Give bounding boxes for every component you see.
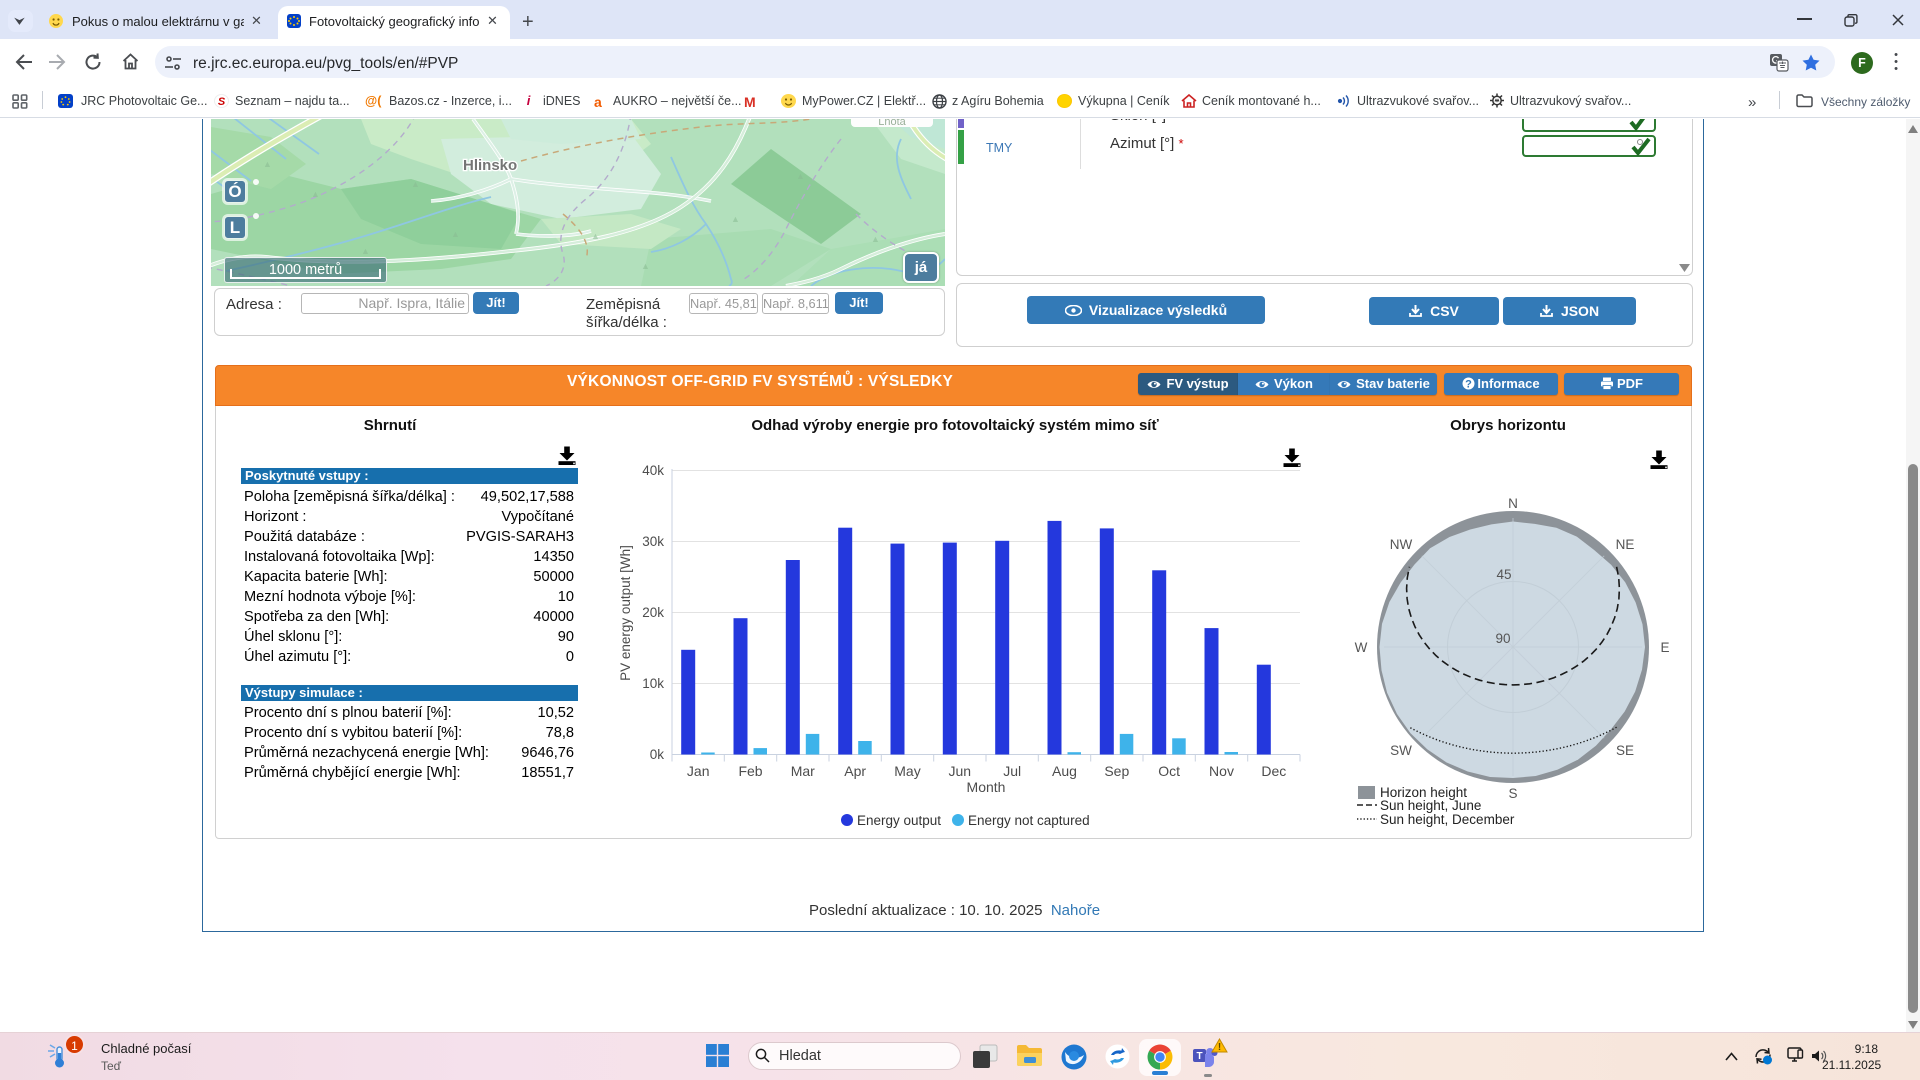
svg-text:10k: 10k bbox=[642, 676, 664, 691]
svg-text:45: 45 bbox=[1496, 567, 1511, 582]
svg-text:Dec: Dec bbox=[1261, 763, 1286, 779]
svg-text:Aug: Aug bbox=[1052, 763, 1077, 779]
svg-text:Jan: Jan bbox=[687, 763, 710, 779]
svg-text:May: May bbox=[894, 763, 920, 779]
svg-text:SE: SE bbox=[1616, 743, 1634, 758]
svg-text:▲: ▲ bbox=[451, 229, 460, 239]
svg-text:Oct: Oct bbox=[1158, 763, 1180, 779]
svg-text:Horizon height: Horizon height bbox=[1380, 785, 1467, 800]
svg-text:▲: ▲ bbox=[641, 261, 650, 271]
svg-text:▲: ▲ bbox=[311, 189, 320, 199]
svg-text:Jun: Jun bbox=[949, 763, 972, 779]
svg-text:▲: ▲ bbox=[263, 159, 272, 169]
svg-text:Mar: Mar bbox=[791, 763, 815, 779]
svg-text:30k: 30k bbox=[642, 534, 664, 549]
svg-text:▲: ▲ bbox=[591, 231, 600, 241]
svg-text:Sun height, December: Sun height, December bbox=[1380, 812, 1515, 827]
svg-text:Nov: Nov bbox=[1209, 763, 1234, 779]
svg-text:Apr: Apr bbox=[844, 763, 866, 779]
svg-text:▲: ▲ bbox=[796, 171, 805, 181]
svg-text:SW: SW bbox=[1390, 743, 1412, 758]
svg-text:Hlinsko: Hlinsko bbox=[463, 157, 517, 174]
svg-text:T: T bbox=[1196, 1051, 1202, 1062]
svg-text:Sun height, June: Sun height, June bbox=[1380, 798, 1481, 813]
svg-text:S: S bbox=[1508, 786, 1517, 801]
svg-text:90: 90 bbox=[1495, 631, 1510, 646]
svg-text:?: ? bbox=[1466, 378, 1473, 390]
svg-text:Energy output: Energy output bbox=[857, 813, 941, 828]
svg-text:20k: 20k bbox=[642, 605, 664, 620]
svg-text:▲: ▲ bbox=[361, 246, 370, 256]
svg-text:PV energy output [Wh]: PV energy output [Wh] bbox=[618, 545, 633, 681]
svg-text:!: ! bbox=[1218, 1042, 1221, 1053]
svg-text:NE: NE bbox=[1616, 537, 1635, 552]
svg-text:NW: NW bbox=[1390, 537, 1413, 552]
svg-text:Energy not captured: Energy not captured bbox=[968, 813, 1090, 828]
svg-text:40k: 40k bbox=[642, 463, 664, 478]
svg-text:W: W bbox=[1355, 640, 1368, 655]
svg-text:Jul: Jul bbox=[1003, 763, 1021, 779]
svg-text:▲: ▲ bbox=[731, 214, 740, 224]
svg-text:0k: 0k bbox=[650, 747, 665, 762]
svg-text:E: E bbox=[1660, 640, 1669, 655]
svg-text:Sep: Sep bbox=[1104, 763, 1129, 779]
svg-text:N: N bbox=[1508, 496, 1518, 511]
svg-text:Lhota: Lhota bbox=[878, 119, 906, 128]
svg-text:Month: Month bbox=[967, 779, 1006, 795]
svg-text:▲: ▲ bbox=[411, 179, 420, 189]
svg-text:▲: ▲ bbox=[871, 234, 880, 244]
svg-text:Feb: Feb bbox=[738, 763, 762, 779]
